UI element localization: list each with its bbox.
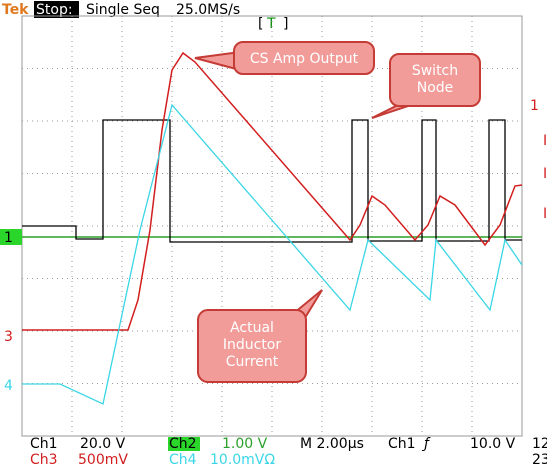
ch3-marker: 3 [4, 329, 13, 345]
right-tick: I [543, 133, 547, 149]
right-marker: 1 [530, 98, 539, 114]
callout-box [197, 309, 307, 383]
rate: 25.0MS/s [176, 2, 240, 18]
ch4-label: Ch4 [169, 452, 197, 467]
edge-text: 23 [532, 452, 547, 467]
ch4-scale: 10.0mVΩ [210, 452, 275, 467]
state-bg [34, 1, 79, 18]
right-tick: I [543, 206, 547, 222]
ch2-bg [168, 437, 200, 451]
state: Stop: [36, 2, 73, 18]
ch3-scale: 500mV [78, 452, 128, 467]
trigger-level: 10.0 V [470, 436, 516, 452]
callout-text: CS Amp Output [250, 51, 359, 67]
callout-box [233, 41, 375, 75]
ch2-scale: 1.00 V [222, 436, 268, 452]
trigger-bracket: [ [258, 16, 263, 32]
timebase: M 2.00µs [300, 436, 364, 452]
trigger-slope: ƒ [421, 436, 431, 452]
trigger-pos: T [266, 16, 276, 32]
ch4-trace [22, 103, 523, 405]
callout-text: Switch Node [412, 63, 458, 96]
ch1-marker: 1 [4, 230, 13, 246]
ch1-trace [22, 119, 522, 243]
brand: Tek [2, 2, 29, 18]
edge-text: 12 [532, 436, 547, 452]
ch4-marker: 4 [4, 378, 13, 394]
trigger-bracket: ] [283, 16, 288, 32]
ch1-marker-bg [0, 229, 22, 245]
ch2-label: Ch2 [169, 436, 197, 452]
right-tick: I [543, 166, 547, 182]
ch3-trace [22, 51, 523, 331]
callout-text: Actual Inductor Current [223, 320, 282, 370]
ch1-scale: 20.0 V [80, 436, 126, 452]
ch3-label: Ch3 [30, 452, 58, 467]
ch1-label: Ch1 [30, 436, 58, 452]
mode: Single Seq [86, 2, 160, 18]
callout-box [389, 53, 481, 107]
trigger-src: Ch1 [388, 436, 416, 452]
